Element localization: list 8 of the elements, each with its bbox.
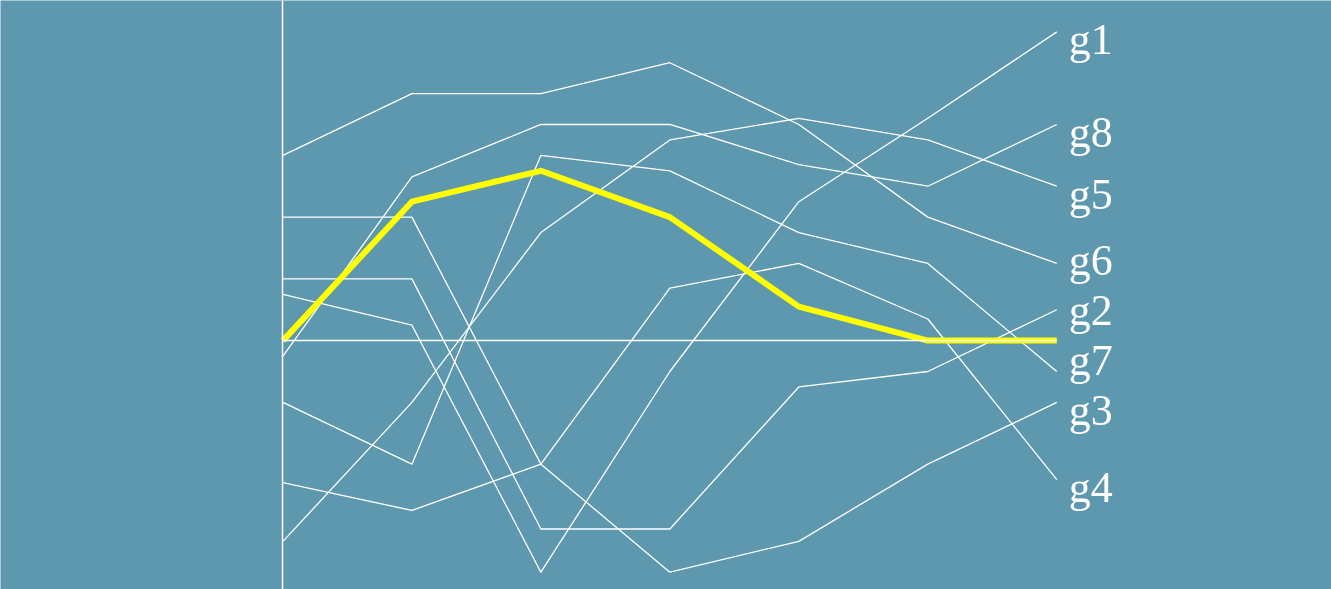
series-label: g2 xyxy=(1068,285,1113,335)
series-label: g1 xyxy=(1068,15,1113,65)
series-label: g6 xyxy=(1068,235,1113,285)
series-label: g4 xyxy=(1068,463,1113,513)
series-label: g8 xyxy=(1068,107,1113,157)
series-label: g7 xyxy=(1068,335,1113,385)
series-label: g3 xyxy=(1068,385,1113,435)
series-label: g5 xyxy=(1068,169,1113,219)
